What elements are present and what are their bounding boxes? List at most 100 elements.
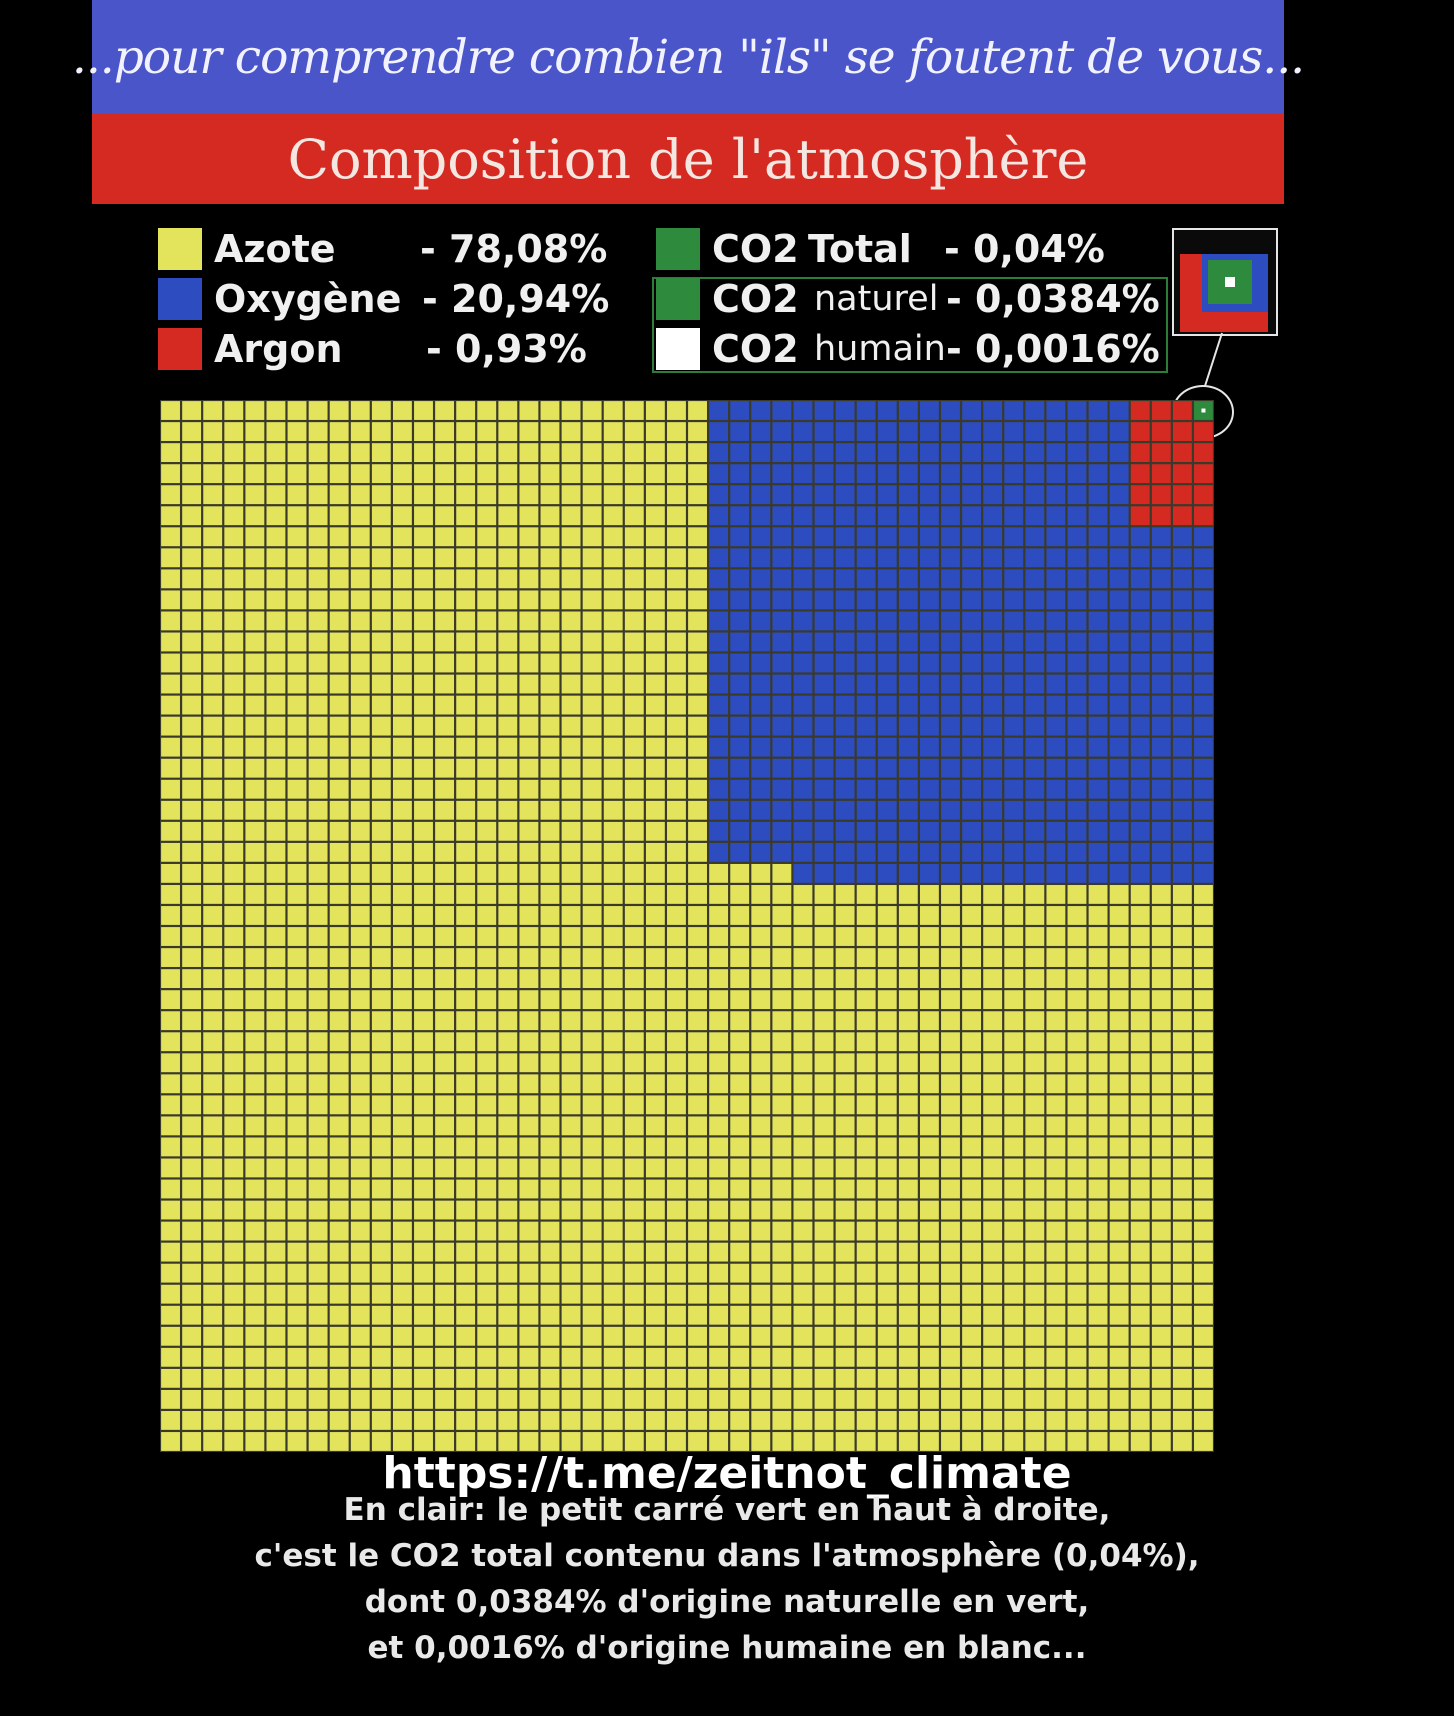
waffle-cell bbox=[582, 1389, 602, 1409]
waffle-cell bbox=[667, 906, 686, 925]
waffle-cell bbox=[1004, 758, 1024, 778]
waffle-cell bbox=[1004, 1368, 1024, 1388]
waffle-cell bbox=[1130, 653, 1150, 673]
waffle-cell bbox=[772, 1263, 792, 1283]
waffle-cell bbox=[329, 1158, 349, 1178]
waffle-cell bbox=[814, 1179, 834, 1199]
waffle-cell bbox=[371, 401, 391, 420]
waffle-cell bbox=[751, 927, 771, 946]
waffle-cell bbox=[1109, 1158, 1129, 1178]
waffle-cell bbox=[919, 1305, 939, 1325]
waffle-cell bbox=[540, 590, 560, 610]
waffle-cell bbox=[329, 948, 349, 967]
waffle-cell bbox=[709, 653, 729, 673]
waffle-cell bbox=[519, 401, 539, 420]
waffle-cell bbox=[1004, 674, 1024, 694]
waffle-cell bbox=[350, 1389, 370, 1409]
waffle-cell bbox=[1194, 1347, 1213, 1367]
waffle-cell bbox=[287, 1179, 307, 1199]
waffle-cell bbox=[1109, 464, 1129, 484]
waffle-cell bbox=[667, 590, 686, 610]
waffle-cell bbox=[414, 422, 433, 441]
waffle-cell bbox=[1194, 969, 1213, 989]
waffle-cell bbox=[751, 1347, 771, 1367]
waffle-cell bbox=[1151, 906, 1171, 925]
waffle-cell bbox=[709, 1432, 729, 1451]
waffle-cell bbox=[667, 695, 686, 715]
waffle-cell bbox=[224, 927, 244, 946]
waffle-cell bbox=[772, 1368, 792, 1388]
waffle-cell bbox=[350, 821, 370, 841]
waffle-cell bbox=[793, 1032, 813, 1052]
waffle-cell bbox=[1151, 800, 1171, 820]
waffle-cell bbox=[266, 590, 286, 610]
waffle-cell bbox=[308, 1263, 328, 1283]
waffle-cell bbox=[498, 821, 518, 841]
waffle-cell bbox=[1194, 927, 1213, 946]
waffle-cell bbox=[329, 1137, 349, 1157]
waffle-cell bbox=[161, 1347, 180, 1367]
waffle-cell bbox=[1130, 737, 1150, 757]
waffle-cell bbox=[667, 569, 686, 589]
waffle-cell bbox=[203, 779, 223, 799]
waffle-cell bbox=[645, 653, 665, 673]
waffle-cell bbox=[645, 590, 665, 610]
waffle-cell bbox=[203, 969, 223, 989]
waffle-cell bbox=[477, 948, 497, 967]
waffle-cell bbox=[919, 611, 939, 631]
waffle-cell bbox=[1151, 1263, 1171, 1283]
waffle-cell bbox=[582, 990, 602, 1010]
waffle-cell bbox=[203, 548, 223, 568]
waffle-cell bbox=[519, 527, 539, 547]
waffle-cell bbox=[941, 569, 960, 589]
waffle-cell bbox=[182, 1242, 202, 1262]
waffle-cell bbox=[835, 443, 855, 463]
waffle-cell bbox=[856, 737, 876, 757]
waffle-cell bbox=[519, 1095, 539, 1115]
waffle-cell bbox=[456, 906, 476, 925]
waffle-cell bbox=[1109, 1389, 1129, 1409]
waffle-cell bbox=[688, 906, 707, 925]
waffle-cell bbox=[161, 716, 180, 736]
waffle-cell bbox=[182, 1326, 202, 1346]
waffle-cell bbox=[793, 948, 813, 967]
waffle-cell bbox=[477, 569, 497, 589]
waffle-cell bbox=[751, 1263, 771, 1283]
waffle-cell bbox=[224, 800, 244, 820]
waffle-cell bbox=[329, 906, 349, 925]
waffle-cell bbox=[456, 1263, 476, 1283]
waffle-cell bbox=[161, 969, 180, 989]
waffle-cell bbox=[1151, 1347, 1171, 1367]
waffle-cell bbox=[519, 1389, 539, 1409]
waffle-cell bbox=[667, 422, 686, 441]
waffle-cell bbox=[203, 1200, 223, 1220]
waffle-cell bbox=[1109, 485, 1129, 505]
waffle-cell bbox=[266, 821, 286, 841]
waffle-cell bbox=[1172, 1095, 1192, 1115]
waffle-cell bbox=[456, 1179, 476, 1199]
waffle-cell bbox=[1109, 990, 1129, 1010]
waffle-cell bbox=[898, 842, 918, 862]
waffle-cell bbox=[350, 611, 370, 631]
waffle-cell bbox=[1046, 674, 1066, 694]
waffle-cell bbox=[203, 1389, 223, 1409]
waffle-cell bbox=[224, 1116, 244, 1136]
waffle-cell bbox=[371, 1305, 391, 1325]
waffle-cell bbox=[161, 485, 180, 505]
waffle-cell bbox=[603, 1200, 623, 1220]
waffle-cell bbox=[456, 990, 476, 1010]
waffle-cell bbox=[709, 906, 729, 925]
waffle-cell bbox=[1130, 969, 1150, 989]
waffle-cell bbox=[350, 885, 370, 904]
waffle-cell bbox=[308, 906, 328, 925]
waffle-cell bbox=[814, 527, 834, 547]
waffle-cell bbox=[329, 969, 349, 989]
waffle-cell bbox=[856, 927, 876, 946]
waffle-cell bbox=[1172, 1368, 1192, 1388]
waffle-cell bbox=[414, 927, 433, 946]
waffle-cell bbox=[983, 737, 1003, 757]
waffle-cell bbox=[941, 927, 960, 946]
waffle-cell bbox=[182, 611, 202, 631]
waffle-cell bbox=[540, 1179, 560, 1199]
waffle-cell bbox=[645, 1011, 665, 1031]
